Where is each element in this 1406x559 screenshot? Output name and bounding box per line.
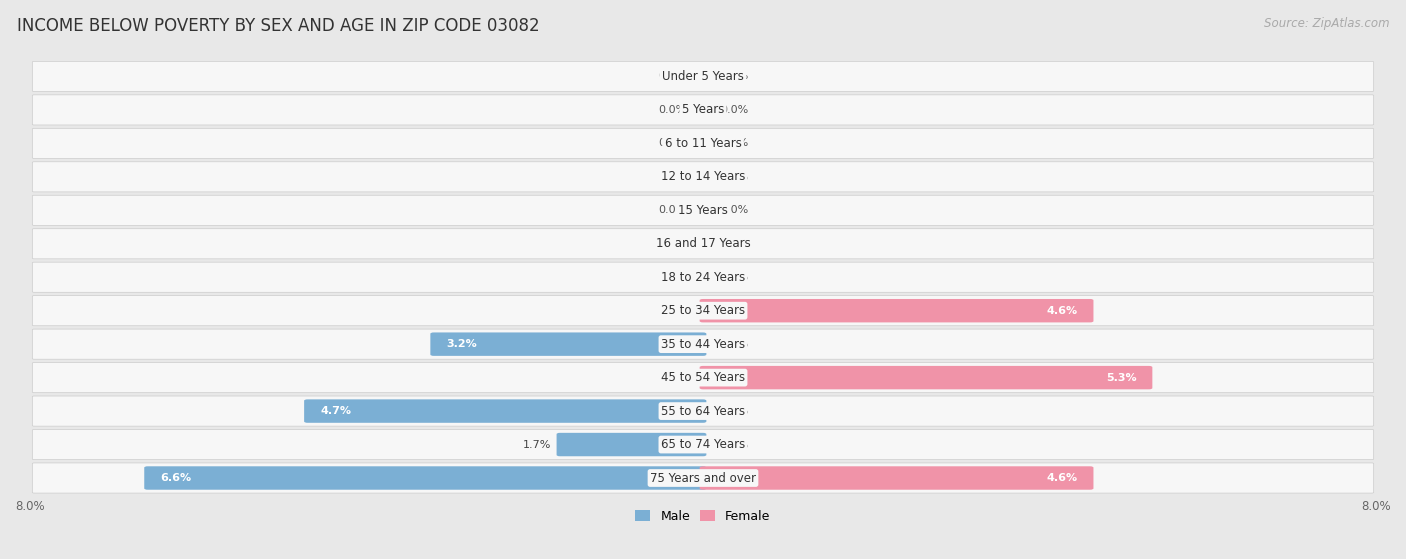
FancyBboxPatch shape bbox=[304, 399, 706, 423]
Text: 0.0%: 0.0% bbox=[658, 172, 686, 182]
FancyBboxPatch shape bbox=[32, 95, 1374, 125]
Text: 18 to 24 Years: 18 to 24 Years bbox=[661, 271, 745, 284]
Text: 0.0%: 0.0% bbox=[658, 139, 686, 148]
Text: 1.7%: 1.7% bbox=[523, 439, 551, 449]
FancyBboxPatch shape bbox=[32, 329, 1374, 359]
Text: 6.6%: 6.6% bbox=[160, 473, 191, 483]
Text: 75 Years and over: 75 Years and over bbox=[650, 471, 756, 485]
FancyBboxPatch shape bbox=[430, 333, 706, 356]
FancyBboxPatch shape bbox=[557, 433, 706, 456]
Text: Source: ZipAtlas.com: Source: ZipAtlas.com bbox=[1264, 17, 1389, 30]
Text: 0.0%: 0.0% bbox=[658, 72, 686, 82]
FancyBboxPatch shape bbox=[32, 396, 1374, 426]
FancyBboxPatch shape bbox=[32, 229, 1374, 259]
Text: 12 to 14 Years: 12 to 14 Years bbox=[661, 170, 745, 183]
FancyBboxPatch shape bbox=[700, 299, 1094, 323]
Text: INCOME BELOW POVERTY BY SEX AND AGE IN ZIP CODE 03082: INCOME BELOW POVERTY BY SEX AND AGE IN Z… bbox=[17, 17, 540, 35]
Text: 45 to 54 Years: 45 to 54 Years bbox=[661, 371, 745, 384]
Text: 0.0%: 0.0% bbox=[658, 306, 686, 316]
Text: 4.6%: 4.6% bbox=[1046, 473, 1077, 483]
Text: 0.0%: 0.0% bbox=[658, 373, 686, 382]
Text: 0.0%: 0.0% bbox=[658, 272, 686, 282]
FancyBboxPatch shape bbox=[700, 366, 1153, 389]
Text: Under 5 Years: Under 5 Years bbox=[662, 70, 744, 83]
Text: 0.0%: 0.0% bbox=[658, 239, 686, 249]
FancyBboxPatch shape bbox=[32, 195, 1374, 225]
FancyBboxPatch shape bbox=[32, 61, 1374, 92]
Text: 3.2%: 3.2% bbox=[446, 339, 477, 349]
Text: 0.0%: 0.0% bbox=[720, 439, 748, 449]
Text: 0.0%: 0.0% bbox=[658, 105, 686, 115]
Text: 15 Years: 15 Years bbox=[678, 204, 728, 217]
Text: 4.6%: 4.6% bbox=[1046, 306, 1077, 316]
Text: 0.0%: 0.0% bbox=[720, 339, 748, 349]
Text: 0.0%: 0.0% bbox=[720, 239, 748, 249]
FancyBboxPatch shape bbox=[32, 463, 1374, 493]
Text: 0.0%: 0.0% bbox=[720, 205, 748, 215]
Text: 16 and 17 Years: 16 and 17 Years bbox=[655, 237, 751, 250]
Text: 0.0%: 0.0% bbox=[720, 272, 748, 282]
Text: 0.0%: 0.0% bbox=[658, 205, 686, 215]
FancyBboxPatch shape bbox=[32, 129, 1374, 158]
Text: 5 Years: 5 Years bbox=[682, 103, 724, 116]
Text: 6 to 11 Years: 6 to 11 Years bbox=[665, 137, 741, 150]
Text: 0.0%: 0.0% bbox=[720, 172, 748, 182]
Text: 65 to 74 Years: 65 to 74 Years bbox=[661, 438, 745, 451]
Text: 4.7%: 4.7% bbox=[321, 406, 352, 416]
FancyBboxPatch shape bbox=[700, 466, 1094, 490]
Text: 55 to 64 Years: 55 to 64 Years bbox=[661, 405, 745, 418]
FancyBboxPatch shape bbox=[32, 429, 1374, 459]
Text: 5.3%: 5.3% bbox=[1105, 373, 1136, 382]
FancyBboxPatch shape bbox=[32, 262, 1374, 292]
Text: 25 to 34 Years: 25 to 34 Years bbox=[661, 304, 745, 317]
Text: 0.0%: 0.0% bbox=[720, 406, 748, 416]
Text: 0.0%: 0.0% bbox=[720, 139, 748, 148]
Legend: Male, Female: Male, Female bbox=[630, 505, 776, 528]
FancyBboxPatch shape bbox=[32, 296, 1374, 326]
Text: 0.0%: 0.0% bbox=[720, 72, 748, 82]
FancyBboxPatch shape bbox=[145, 466, 706, 490]
FancyBboxPatch shape bbox=[32, 363, 1374, 392]
Text: 0.0%: 0.0% bbox=[720, 105, 748, 115]
FancyBboxPatch shape bbox=[32, 162, 1374, 192]
Text: 35 to 44 Years: 35 to 44 Years bbox=[661, 338, 745, 350]
